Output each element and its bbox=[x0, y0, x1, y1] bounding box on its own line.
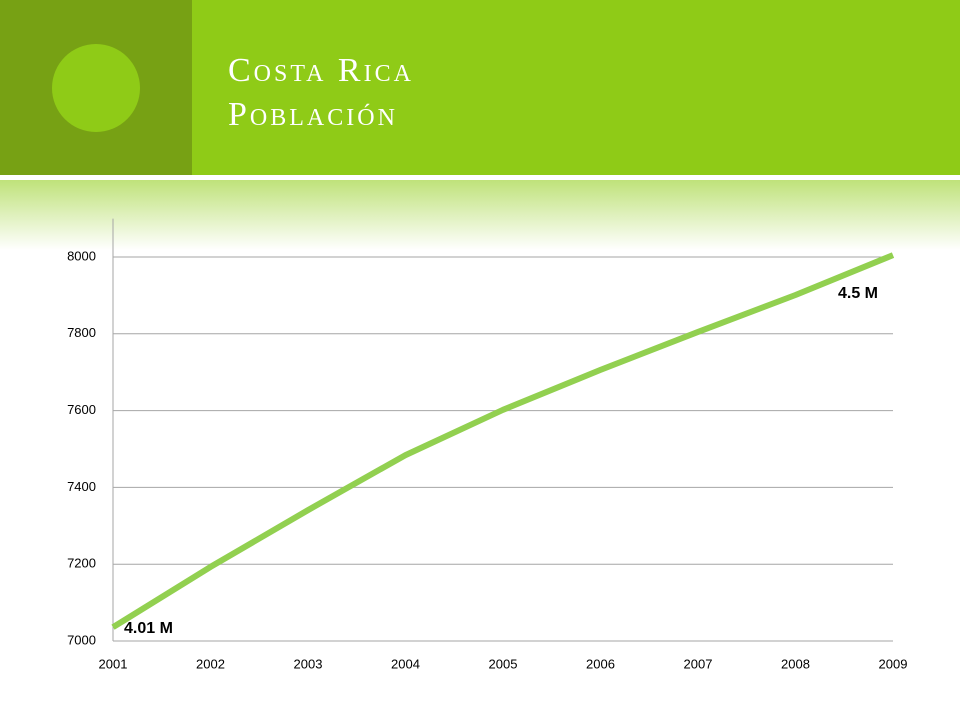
x-tick-label: 2007 bbox=[684, 656, 713, 671]
x-tick-label: 2002 bbox=[196, 656, 225, 671]
x-tick-label: 2003 bbox=[294, 656, 323, 671]
title-line: Población bbox=[228, 96, 398, 133]
x-tick-label: 2008 bbox=[781, 656, 810, 671]
x-tick-label: 2001 bbox=[99, 656, 128, 671]
x-tick-label: 2004 bbox=[391, 656, 420, 671]
y-tick-label: 7800 bbox=[67, 325, 96, 340]
x-tick-label: 2009 bbox=[879, 656, 908, 671]
x-tick-label: 2006 bbox=[586, 656, 615, 671]
title-line: Costa Rica bbox=[228, 52, 414, 89]
annotation: 4.5 M bbox=[838, 285, 878, 302]
annotation: 4.01 M bbox=[124, 620, 173, 637]
y-tick-label: 8000 bbox=[67, 248, 96, 263]
y-tick-label: 7200 bbox=[67, 556, 96, 571]
y-tick-label: 7400 bbox=[67, 479, 96, 494]
data-line bbox=[111, 252, 895, 630]
y-tick-label: 7600 bbox=[67, 402, 96, 417]
header-circle bbox=[52, 44, 140, 132]
header-gradient bbox=[0, 180, 960, 250]
y-tick-label: 7000 bbox=[67, 632, 96, 647]
x-tick-label: 2005 bbox=[489, 656, 518, 671]
